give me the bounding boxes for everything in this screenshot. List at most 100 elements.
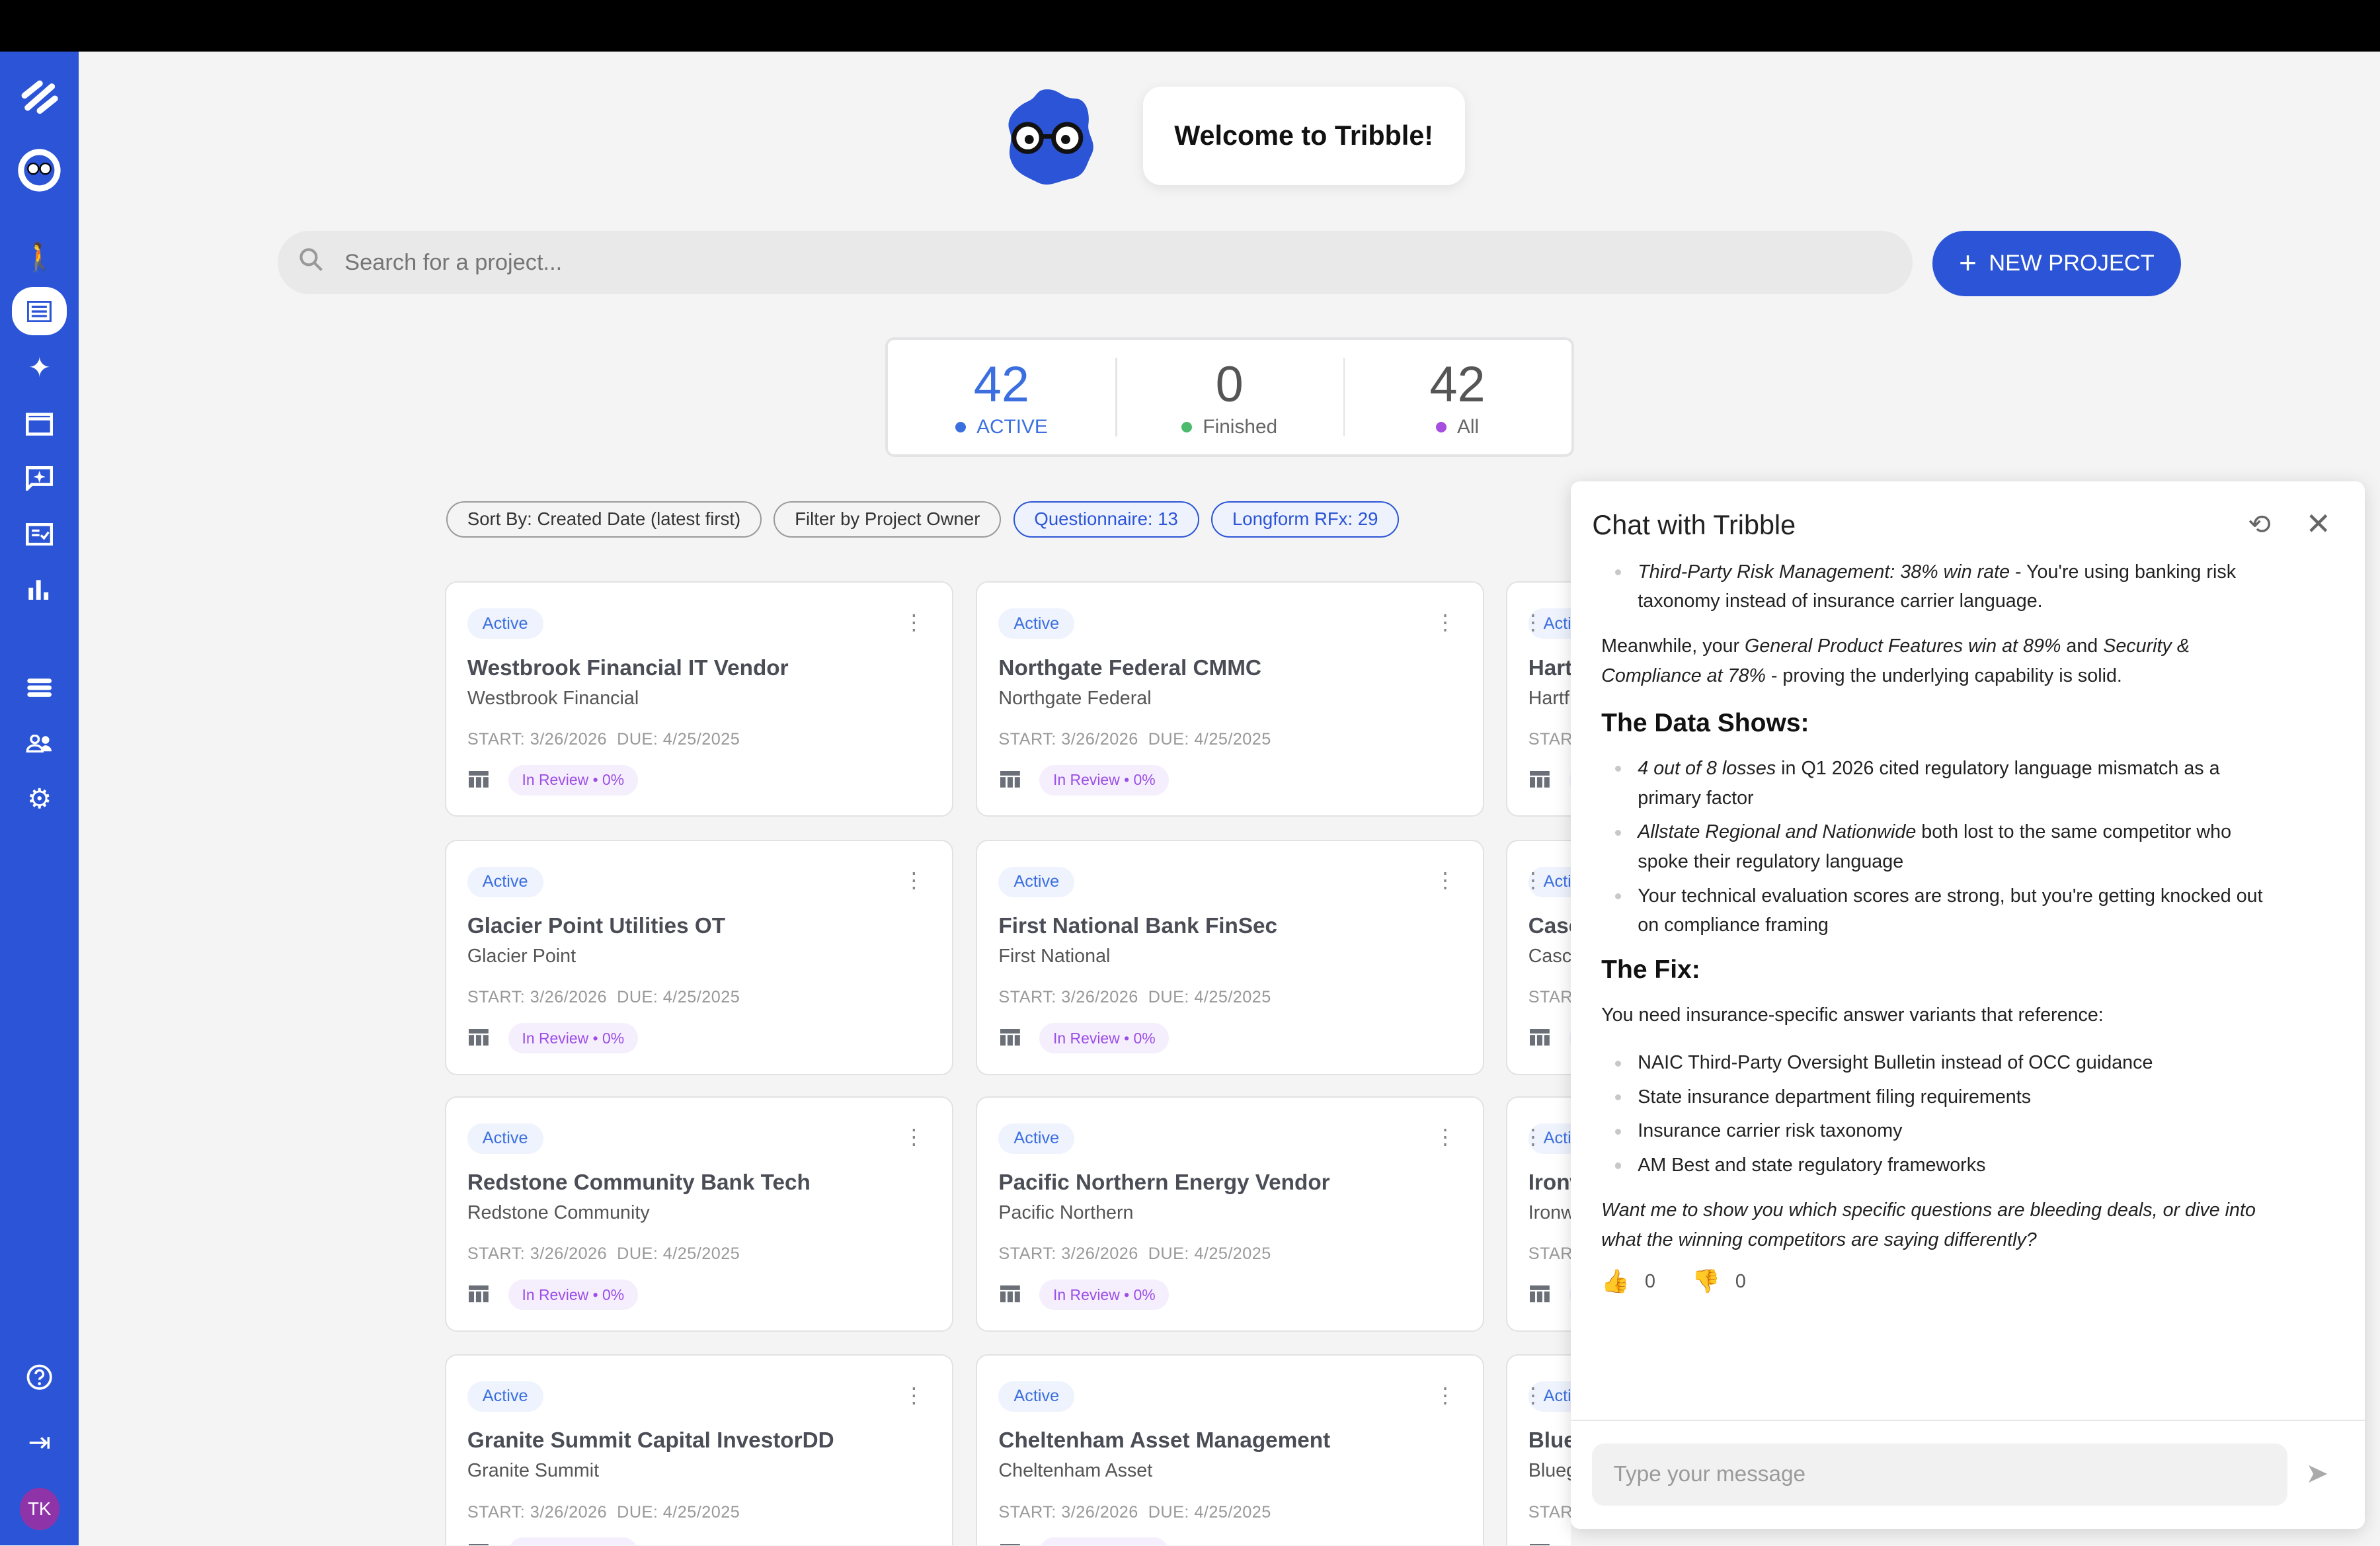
filter-bar: Sort By: Created Date (latest first) Fil… — [446, 501, 1400, 538]
help-icon[interactable] — [12, 1353, 67, 1401]
ai-sync-icon[interactable]: ✦ — [28, 352, 51, 383]
longform-rfx-filter-chip[interactable]: Longform RFx: 29 — [1211, 501, 1400, 538]
text: in Q1 2026 cited regulatory language mis… — [1638, 757, 2220, 809]
top-bar — [0, 0, 2380, 52]
search-input[interactable] — [344, 249, 1711, 276]
project-card[interactable]: Active ⋮ Pacific Northern Energy Vendor … — [976, 1096, 1485, 1332]
project-card[interactable]: Active ⋮ Redstone Community Bank Tech Re… — [444, 1096, 953, 1332]
stat-value: 0 — [1215, 356, 1244, 413]
table-icon — [1000, 1285, 1020, 1303]
chat-message-input[interactable] — [1592, 1444, 2287, 1506]
card-company: Glacier Point — [467, 946, 576, 967]
card-company: Ironw — [1528, 1202, 1571, 1224]
more-options-icon[interactable]: ⋮ — [1522, 1125, 1544, 1149]
send-icon[interactable]: ➤ — [2305, 1457, 2329, 1488]
table-icon — [469, 1543, 489, 1546]
emphasis: Third-Party Risk Management: 38% win rat… — [1638, 561, 2010, 583]
stat-all[interactable]: 42 All — [1343, 340, 1571, 454]
emphasis: Allstate Regional and Nationwide — [1638, 821, 1917, 843]
text: both lost to the same competitor who spo… — [1638, 821, 2232, 873]
owner-filter-chip[interactable]: Filter by Project Owner — [774, 501, 1002, 538]
analytics-bar-chart-icon[interactable] — [12, 565, 67, 613]
history-icon[interactable]: ⟲ — [2248, 509, 2271, 540]
card-title: First National Bank FinSec — [998, 913, 1278, 938]
settings-gear-icon[interactable]: ⚙ — [27, 783, 52, 814]
project-card[interactable]: Active ⋮ Casc Casc STAR In Review • 0% — [1505, 839, 1571, 1075]
ai-chat-icon[interactable] — [12, 454, 67, 502]
project-card[interactable]: Active ⋮ Northgate Federal CMMC Northgat… — [976, 581, 1485, 817]
more-options-icon[interactable]: ⋮ — [903, 1125, 925, 1149]
project-card[interactable]: Active ⋮ Glacier Point Utilities OT Glac… — [444, 839, 953, 1075]
project-search[interactable] — [278, 230, 1913, 295]
project-card[interactable]: Active ⋮ Ironw Ironw STAR In Review • 0% — [1505, 1096, 1571, 1332]
walking-person-icon[interactable]: 🚶 — [22, 242, 57, 273]
more-options-icon[interactable]: ⋮ — [1434, 610, 1456, 634]
heading-fix: The Fix: — [1601, 956, 1700, 985]
card-company: First National — [998, 946, 1111, 967]
questionnaire-filter-chip[interactable]: Questionnaire: 13 — [1013, 501, 1199, 538]
projects-list-icon[interactable] — [12, 286, 67, 336]
more-options-icon[interactable]: ⋮ — [1522, 610, 1544, 634]
list-item: Your technical evaluation scores are str… — [1614, 881, 2277, 941]
tribble-mascot-icon[interactable] — [12, 145, 67, 194]
more-options-icon[interactable]: ⋮ — [903, 868, 925, 893]
card-dates: STAR — [1528, 1502, 1571, 1522]
more-options-icon[interactable]: ⋮ — [1522, 868, 1544, 893]
list-item: State insurance department filing requir… — [1614, 1082, 2277, 1112]
project-card[interactable]: Active ⋮ Westbrook Financial IT Vendor W… — [444, 581, 953, 817]
stat-label: ACTIVE — [976, 416, 1048, 438]
stat-label: All — [1456, 416, 1480, 438]
project-card[interactable]: Active ⋮ First National Bank FinSec Firs… — [976, 839, 1485, 1075]
project-card[interactable]: Active ⋮ Blueg Blueg STAR In Review • 0% — [1505, 1354, 1571, 1546]
status-badge: Active — [1528, 866, 1571, 897]
stat-value: 42 — [1429, 356, 1486, 413]
more-options-icon[interactable]: ⋮ — [1434, 868, 1456, 893]
new-project-button[interactable]: + NEW PROJECT — [1932, 230, 2182, 296]
table-icon — [1529, 1029, 1550, 1046]
status-badge: Active — [998, 1381, 1075, 1412]
card-company: Northgate Federal — [998, 687, 1152, 709]
card-title: Glacier Point Utilities OT — [467, 913, 726, 938]
thumbs-down-icon[interactable]: 👎 — [1692, 1268, 1720, 1294]
status-dot — [955, 422, 967, 433]
expand-sidebar-icon[interactable]: ⇥ — [28, 1427, 51, 1458]
sidebar: 🚶 ✦ ⚙ ⇥ TK — [0, 52, 79, 1546]
stat-active[interactable]: 42 ACTIVE — [888, 340, 1116, 454]
list-item: 4 out of 8 losses in Q1 2026 cited regul… — [1614, 754, 2277, 813]
user-avatar[interactable]: TK — [19, 1487, 60, 1531]
status-badge: Active — [467, 866, 543, 897]
sort-by-chip[interactable]: Sort By: Created Date (latest first) — [446, 501, 762, 538]
chat-message: Third-Party Risk Management: 38% win rat… — [1601, 557, 2277, 1297]
card-company: Redstone Community — [467, 1202, 650, 1224]
checklist-icon[interactable] — [12, 510, 67, 558]
tribble-logo-icon[interactable] — [12, 73, 67, 121]
calendar-icon[interactable] — [12, 399, 67, 448]
project-card[interactable]: Active ⋮ Granite Summit Capital Investor… — [444, 1354, 953, 1546]
project-card[interactable]: Active ⋮ Hartf Hartf STAR In Review • 0% — [1505, 581, 1571, 817]
more-options-icon[interactable]: ⋮ — [903, 1383, 925, 1407]
close-icon[interactable]: ✕ — [2305, 506, 2331, 541]
project-card[interactable]: Active ⋮ Cheltenham Asset Management Che… — [976, 1354, 1485, 1546]
database-stack-icon[interactable] — [12, 663, 67, 712]
card-company: Pacific Northern — [998, 1202, 1134, 1224]
closing-question: Want me to show you which specific quest… — [1601, 1199, 2256, 1250]
card-title: Northgate Federal CMMC — [998, 655, 1261, 680]
users-icon[interactable] — [12, 719, 67, 768]
card-title: Hartf — [1528, 655, 1571, 680]
emphasis: Security & Compliance at 78% — [1601, 635, 2190, 686]
more-options-icon[interactable]: ⋮ — [1434, 1125, 1456, 1149]
more-options-icon[interactable]: ⋮ — [903, 610, 925, 634]
status-badge: Active — [467, 608, 543, 639]
table-icon — [1529, 1543, 1550, 1546]
paragraph: Meanwhile, your General Product Features… — [1601, 631, 2277, 691]
more-options-icon[interactable]: ⋮ — [1522, 1383, 1544, 1407]
stat-finished[interactable]: 0 Finished — [1115, 340, 1343, 454]
thumbs-up-icon[interactable]: 👍 — [1601, 1268, 1630, 1294]
chat-panel: Chat with Tribble ⟲ ✕ Third-Party Risk M… — [1571, 481, 2365, 1529]
more-options-icon[interactable]: ⋮ — [1434, 1383, 1456, 1407]
status-badge: Active — [998, 1123, 1075, 1154]
list-item: Allstate Regional and Nationwide both lo… — [1614, 817, 2277, 877]
card-dates: START: 3/26/2026 DUE: 4/25/2025 — [467, 1244, 740, 1264]
text: Your technical evaluation scores are str… — [1638, 885, 2263, 936]
card-company: Casc — [1528, 946, 1571, 967]
